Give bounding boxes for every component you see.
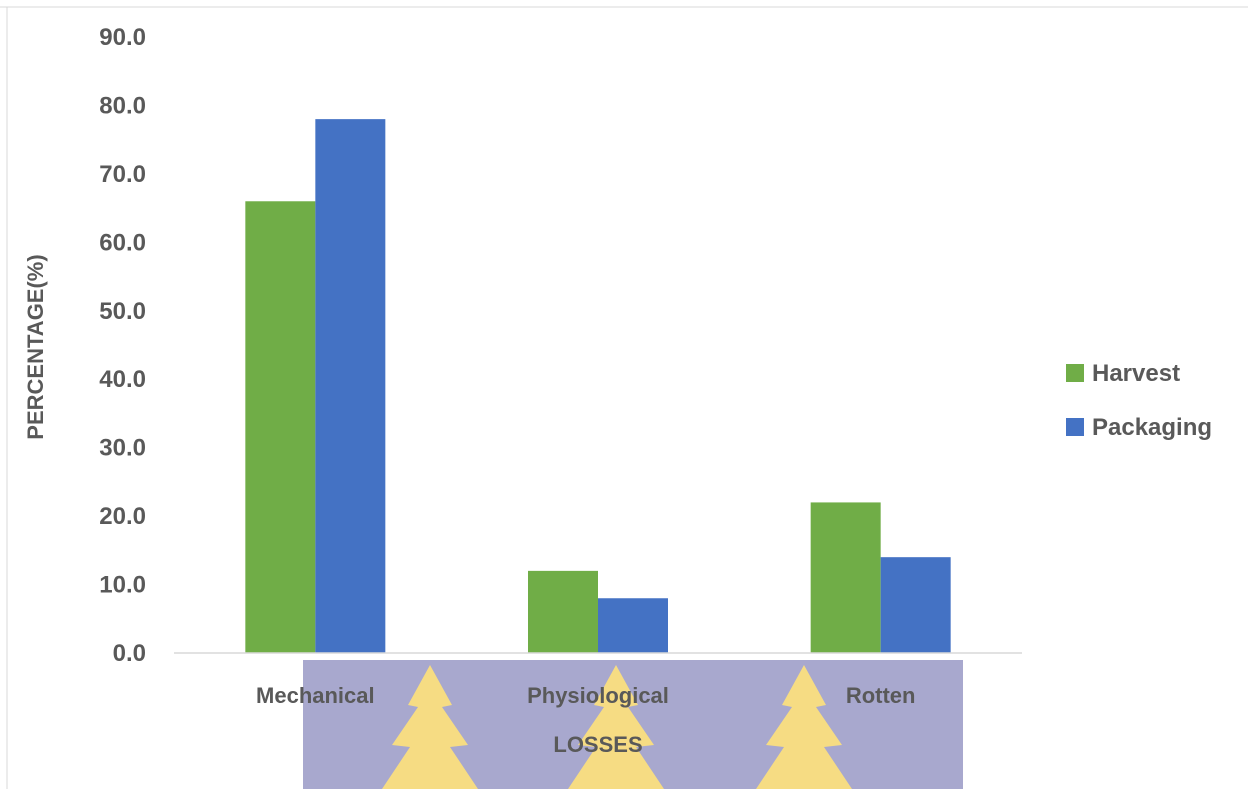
y-axis-title: PERCENTAGE(%) [23,254,48,439]
legend-label-packaging: Packaging [1092,414,1212,441]
y-tick-label: 50.0 [99,298,146,325]
legend-label-harvest: Harvest [1092,360,1180,387]
bar-harvest-physiological [528,570,598,653]
y-axis: 0.0 10.0 20.0 30.0 40.0 50.0 60.0 70.0 80.0 90.0 [99,24,146,667]
y-tick-label: 30.0 [99,435,146,462]
watermark [303,660,963,789]
x-axis-title: LOSSES [553,732,642,757]
y-tick-label: 20.0 [99,503,146,530]
bar-packaging-mechanical [315,119,386,654]
watermark-leaf-1 [382,665,478,789]
watermark-leaf-2 [568,665,664,789]
legend-swatch-packaging [1066,418,1084,436]
x-tick-label: Mechanical [256,683,375,708]
watermark-leaves [382,665,852,789]
y-tick-label: 70.0 [99,161,146,188]
x-tick-label: Physiological [527,683,669,708]
x-tick-label: Rotten [846,683,916,708]
bar-packaging-physiological [598,598,668,653]
y-tick-label: 60.0 [99,229,146,256]
legend-swatch-harvest [1066,364,1084,382]
y-tick-label: 80.0 [99,92,146,119]
y-tick-label: 10.0 [99,572,146,599]
bar-packaging-rotten [880,557,951,653]
watermark-leaf-3 [756,665,852,789]
bar-harvest-rotten [810,502,881,653]
bars [245,119,951,654]
y-tick-label: 90.0 [99,24,146,51]
y-tick-label: 0.0 [113,640,146,667]
x-axis-tick-labels: Mechanical Physiological Rotten [256,683,915,708]
legend: Harvest Packaging [1066,360,1212,441]
y-tick-label: 40.0 [99,366,146,393]
bar-harvest-mechanical [245,201,316,653]
